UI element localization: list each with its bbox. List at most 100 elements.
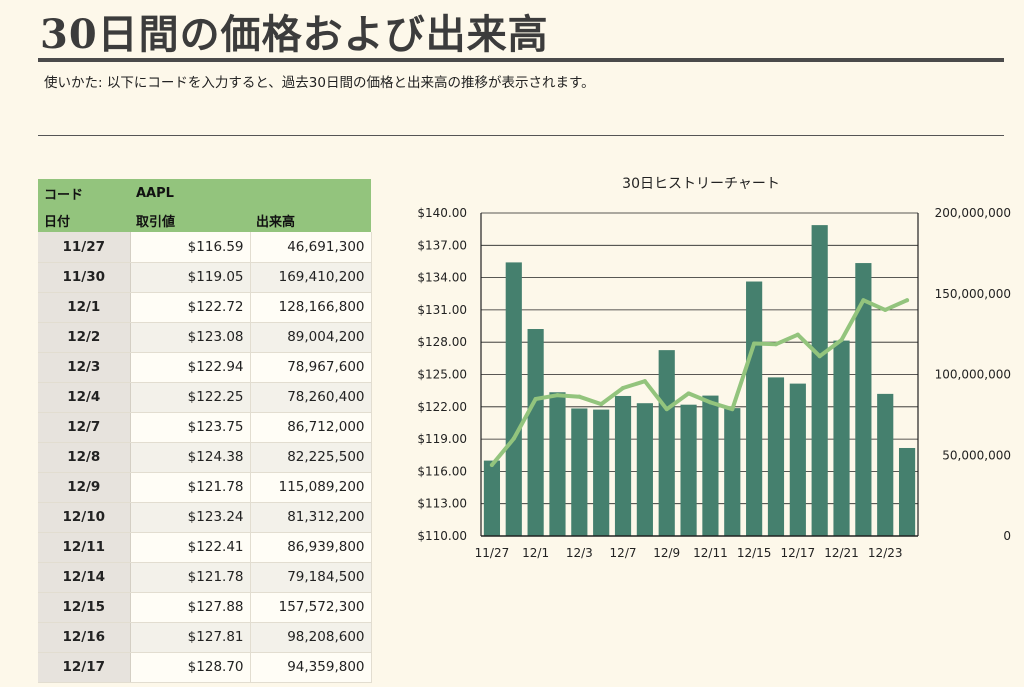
table-row: 12/1 $122.72 128,166,800 xyxy=(38,292,372,323)
left-axis-tick-label: $131.00 xyxy=(417,303,467,317)
volume-cell[interactable]: 86,712,000 xyxy=(250,412,372,443)
left-axis-tick-label: $116.00 xyxy=(417,464,467,478)
section-divider xyxy=(38,135,1004,136)
volume-bar xyxy=(789,383,806,536)
right-axis-tick-label: 50,000,000 xyxy=(942,448,1011,462)
volume-bar xyxy=(658,350,675,536)
left-axis-tick-label: $137.00 xyxy=(417,238,467,252)
price-cell[interactable]: $122.72 xyxy=(130,292,251,323)
table-row: 12/4 $122.25 78,260,400 xyxy=(38,382,372,413)
price-cell[interactable]: $128.70 xyxy=(130,652,251,683)
date-cell[interactable]: 12/7 xyxy=(38,412,131,443)
volume-cell[interactable]: 86,939,800 xyxy=(250,532,372,563)
volume-cell[interactable]: 82,225,500 xyxy=(250,442,372,473)
price-cell[interactable]: $122.25 xyxy=(130,382,251,413)
volume-bar xyxy=(811,225,828,537)
chart-axes xyxy=(480,213,919,537)
price-cell[interactable]: $123.08 xyxy=(130,322,251,353)
volume-cell[interactable]: 94,359,800 xyxy=(250,652,372,683)
chart-gridlines xyxy=(481,212,918,537)
volume-cell[interactable]: 46,691,300 xyxy=(250,232,372,263)
volume-bar xyxy=(527,329,544,536)
price-cell[interactable]: $116.59 xyxy=(130,232,251,263)
date-cell[interactable]: 12/11 xyxy=(38,532,131,563)
date-cell[interactable]: 12/15 xyxy=(38,592,131,623)
volume-cell[interactable]: 157,572,300 xyxy=(250,592,372,623)
x-axis-tick-label: 12/1 xyxy=(522,546,549,560)
volume-cell[interactable]: 81,312,200 xyxy=(250,502,372,533)
left-axis-tick-label: $119.00 xyxy=(417,432,467,446)
price-point xyxy=(752,341,757,346)
table-row: 12/17 $128.70 94,359,800 xyxy=(38,652,372,683)
left-axis-tick-label: $110.00 xyxy=(417,529,467,543)
price-cell[interactable]: $122.94 xyxy=(130,352,251,383)
price-point xyxy=(599,402,604,407)
price-point xyxy=(883,307,888,312)
title-divider xyxy=(38,58,1004,62)
date-cell[interactable]: 12/14 xyxy=(38,562,131,593)
date-cell[interactable]: 12/16 xyxy=(38,622,131,653)
price-point xyxy=(730,407,735,412)
price-point xyxy=(555,393,560,398)
history-chart-svg: 30日ヒストリーチャート $110.00 $113.00 $116.00 $119.0… xyxy=(417,176,1011,560)
chart-title: 30日ヒストリーチャート xyxy=(622,176,780,192)
price-cell[interactable]: $127.81 xyxy=(130,622,251,653)
table-row: 12/3 $122.94 78,967,600 xyxy=(38,352,372,383)
price-cell[interactable]: $121.78 xyxy=(130,472,251,503)
table-row: 12/16 $127.81 98,208,600 xyxy=(38,622,372,653)
price-point xyxy=(773,342,778,347)
volume-cell[interactable]: 78,260,400 xyxy=(250,382,372,413)
price-cell[interactable]: $124.38 xyxy=(130,442,251,473)
volume-bar xyxy=(614,395,632,536)
price-cell[interactable]: $123.75 xyxy=(130,412,251,443)
right-axis-tick-label: 200,000,000 xyxy=(935,206,1011,220)
date-cell[interactable]: 12/1 xyxy=(38,292,131,323)
volume-bar xyxy=(855,263,872,536)
date-cell[interactable]: 12/2 xyxy=(38,322,131,353)
volume-cell[interactable]: 78,967,600 xyxy=(250,352,372,383)
volume-cell[interactable]: 115,089,200 xyxy=(250,472,372,503)
left-axis-tick-label: $122.00 xyxy=(417,400,467,414)
price-cell[interactable]: $123.24 xyxy=(130,502,251,533)
x-axis-tick-label: 12/15 xyxy=(737,546,772,560)
ticker-code-cell[interactable]: AAPL xyxy=(130,179,371,208)
left-axis-tick-label: $128.00 xyxy=(417,335,467,349)
date-cell[interactable]: 12/3 xyxy=(38,352,131,383)
table-row: 11/30 $119.05 169,410,200 xyxy=(38,262,372,293)
volume-cell[interactable]: 169,410,200 xyxy=(250,262,372,293)
date-cell[interactable]: 12/17 xyxy=(38,652,131,683)
price-point xyxy=(795,332,800,337)
volume-cell[interactable]: 89,004,200 xyxy=(250,322,372,353)
date-cell[interactable]: 12/10 xyxy=(38,502,131,533)
column-header-date: 日付 xyxy=(38,208,130,232)
price-point xyxy=(664,407,669,412)
right-axis-tick-label: 100,000,000 xyxy=(935,368,1011,382)
date-cell[interactable]: 12/4 xyxy=(38,382,131,413)
volume-cell[interactable]: 79,184,500 xyxy=(250,562,372,593)
date-cell[interactable]: 12/8 xyxy=(38,442,131,473)
price-point xyxy=(817,354,822,359)
volume-bar xyxy=(636,403,653,536)
volume-bar xyxy=(571,408,588,536)
date-cell[interactable]: 11/27 xyxy=(38,232,131,263)
price-point xyxy=(621,385,626,390)
left-axis-tick-label: $134.00 xyxy=(417,271,467,285)
right-axis-ticks: 0 50,000,000 100,000,000 150,000,000 200,000… xyxy=(935,206,1011,543)
price-cell[interactable]: $121.78 xyxy=(130,562,251,593)
table-row: 12/2 $123.08 89,004,200 xyxy=(38,322,372,353)
volume-cell[interactable]: 128,166,800 xyxy=(250,292,372,323)
column-header-row: 日付 取引値 出来高 xyxy=(38,208,371,232)
volume-bar xyxy=(505,262,522,536)
date-cell[interactable]: 12/9 xyxy=(38,472,131,503)
volume-bar xyxy=(898,447,916,536)
price-cell[interactable]: $127.88 xyxy=(130,592,251,623)
table-row: 12/14 $121.78 79,184,500 xyxy=(38,562,372,593)
price-cell[interactable]: $122.41 xyxy=(130,532,251,563)
date-cell[interactable]: 11/30 xyxy=(38,262,131,293)
volume-cell[interactable]: 98,208,600 xyxy=(250,622,372,653)
price-cell[interactable]: $119.05 xyxy=(130,262,251,293)
x-axis-tick-label: 12/7 xyxy=(610,546,637,560)
table-row: 11/27 $116.59 46,691,300 xyxy=(38,232,372,263)
price-volume-table: コード AAPL 日付 取引値 出来高 11/27 $116.59 46,691,3… xyxy=(38,179,372,683)
left-axis-tick-label: $125.00 xyxy=(417,368,467,382)
